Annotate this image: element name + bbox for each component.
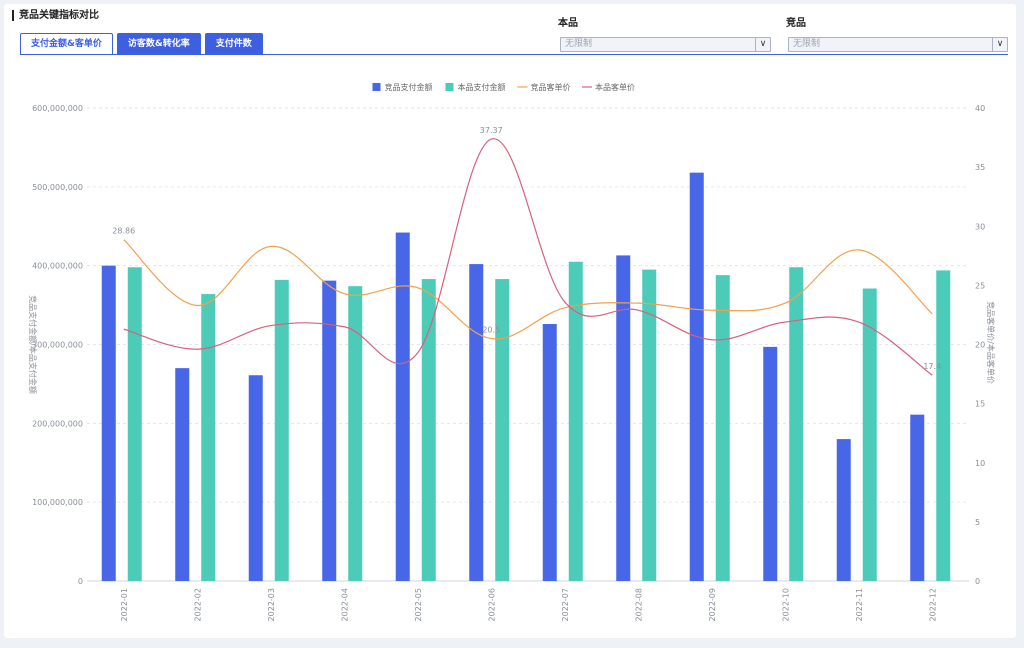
report-panel: 竞品关键指标对比 支付金额&客单价 访客数&转化率 支付件数 本品 无限制 ∨ … (4, 4, 1016, 638)
bar (836, 439, 851, 581)
combo-chart: 0 100,000,000 200,000,000 300,000,000 400,00… (28, 82, 996, 621)
x-tick-label: 2022-04 (340, 588, 349, 621)
y-right-axis-title: 竞品客单价/本品客单价 (986, 301, 996, 384)
bar (348, 286, 363, 581)
bar (616, 255, 631, 581)
bar (689, 172, 704, 582)
y-right-tick-label: 15 (975, 400, 985, 409)
data-label: 37.37 (480, 126, 503, 135)
metric-tabs: 支付金额&客单价 访客数&转化率 支付件数 (20, 33, 267, 55)
y-left-tick-label: 300,000,000 (32, 341, 83, 350)
bar (201, 294, 216, 581)
bar (101, 265, 116, 581)
bar (421, 279, 436, 581)
y-right-tick-label: 30 (975, 222, 985, 231)
legend-swatch (372, 83, 381, 91)
x-tick-label: 2022-02 (193, 588, 202, 621)
x-tick-label: 2022-11 (855, 588, 864, 621)
bar (175, 368, 190, 581)
y-right-tick-label: 0 (975, 577, 980, 586)
panel-title: 竞品关键指标对比 (12, 10, 99, 21)
y-right-tick-label: 5 (975, 518, 980, 527)
competitor-filter-label: 竞品 (786, 18, 806, 29)
bar (862, 288, 877, 581)
bar (763, 346, 778, 581)
x-tick-label: 2022-10 (781, 588, 790, 621)
own-select[interactable]: 无限制 ∨ (560, 37, 771, 52)
x-tick-label: 2022-03 (267, 588, 276, 621)
y-right-tick-label: 10 (975, 459, 985, 468)
bar (248, 375, 263, 581)
competitor-select[interactable]: 无限制 ∨ (788, 37, 1008, 52)
y-right-tick-label: 20 (975, 341, 985, 350)
y-left-tick-label: 200,000,000 (32, 419, 83, 428)
bar (395, 232, 410, 581)
data-label: 28.86 (112, 227, 135, 236)
competitor-select-value: 无限制 (793, 39, 821, 49)
y-left-tick-label: 0 (78, 577, 83, 586)
bar (274, 279, 289, 581)
bar (936, 270, 951, 581)
y-right-tick-label: 35 (975, 163, 985, 172)
chevron-down-icon[interactable]: ∨ (992, 38, 1007, 51)
legend-label: 竞品支付金额 (385, 82, 433, 92)
y-right-tick-label: 25 (975, 281, 985, 290)
x-tick-label: 2022-05 (414, 588, 423, 621)
chevron-down-icon[interactable]: ∨ (755, 38, 770, 51)
legend-swatch (445, 83, 454, 91)
bar (469, 264, 484, 581)
bar (322, 280, 337, 581)
x-tick-label: 2022-12 (928, 588, 937, 621)
x-tick-label: 2022-01 (120, 588, 129, 621)
y-left-tick-label: 400,000,000 (32, 262, 83, 271)
own-filter-label: 本品 (558, 18, 578, 29)
bar (568, 261, 583, 581)
legend-label: 本品支付金额 (458, 82, 506, 92)
legend-label: 本品客单价 (595, 82, 635, 92)
bar (127, 267, 142, 581)
x-tick-label: 2022-06 (487, 588, 496, 621)
tab-underline (20, 54, 1008, 55)
y-left-tick-label: 500,000,000 (32, 183, 83, 192)
bar (495, 279, 510, 581)
bar (542, 324, 557, 581)
series-line (123, 138, 933, 376)
own-select-value: 无限制 (565, 39, 593, 49)
y-right-tick-label: 40 (975, 104, 985, 113)
bar (789, 267, 804, 581)
x-tick-label: 2022-09 (708, 588, 717, 621)
bar (910, 414, 925, 581)
x-tick-label: 2022-08 (634, 588, 643, 621)
bar (642, 269, 657, 581)
y-left-tick-label: 100,000,000 (32, 498, 83, 507)
legend-label: 竞品客单价 (531, 82, 571, 92)
y-left-tick-label: 600,000,000 (32, 104, 83, 113)
series-line (123, 239, 933, 340)
data-label: 20.5 (482, 326, 500, 335)
x-tick-label: 2022-07 (561, 588, 570, 621)
data-label: 17.4 (923, 362, 941, 371)
y-left-axis-title: 竞品支付金额/本品支付金额 (28, 295, 38, 394)
bar (715, 275, 730, 581)
